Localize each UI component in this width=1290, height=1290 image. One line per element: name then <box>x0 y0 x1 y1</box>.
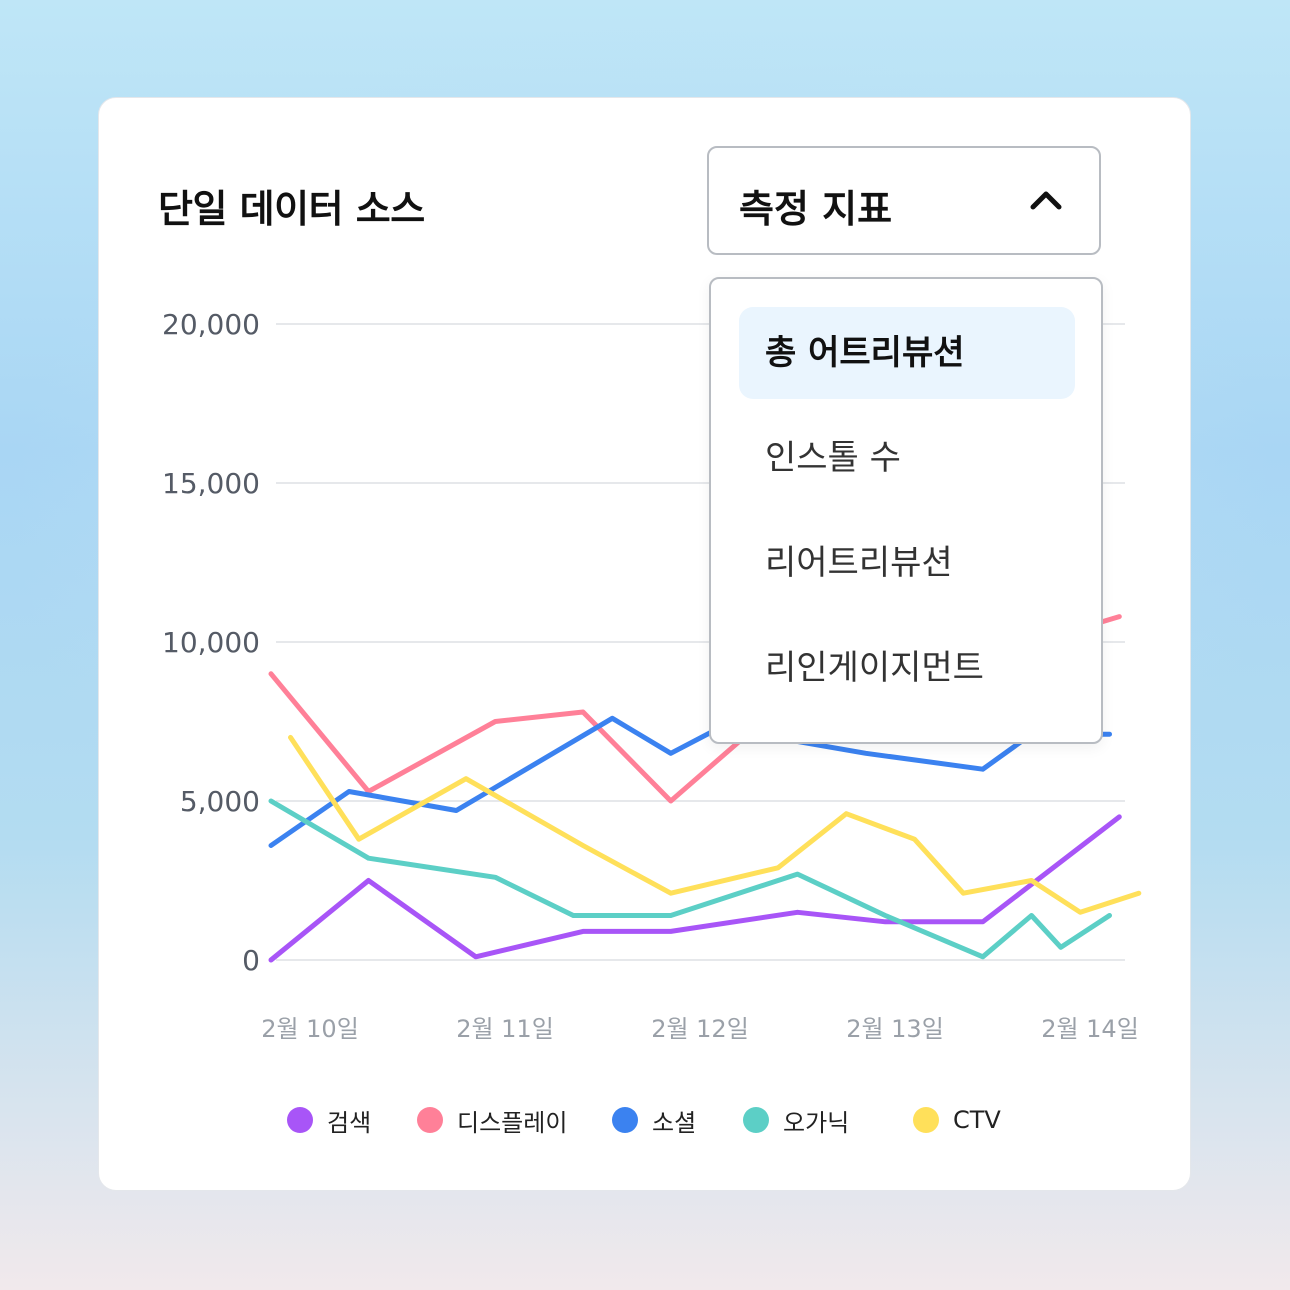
metric-select-label: 측정 지표 <box>739 187 893 231</box>
metric-select[interactable]: 측정 지표 <box>707 146 1101 255</box>
legend-dot-organic <box>743 1107 769 1133</box>
legend-label-organic: 오가닉 <box>783 1108 850 1137</box>
chart-legend: 검색 디스플레이 소셜 오가닉 CTV <box>0 1100 1290 1140</box>
legend-label-display: 디스플레이 <box>457 1108 568 1137</box>
menu-item-reengagement[interactable]: 리인게이지먼트 <box>765 648 984 688</box>
legend-item-social: 소셜 <box>612 1100 696 1140</box>
menu-item-installs[interactable]: 인스톨 수 <box>765 438 901 478</box>
legend-item-display: 디스플레이 <box>417 1100 567 1140</box>
menu-item-total-attribution[interactable]: 총 어트리뷰션 <box>739 307 1075 399</box>
chevron-up-icon <box>1030 191 1062 210</box>
legend-item-organic: 오가닉 <box>743 1100 849 1140</box>
legend-dot-search <box>287 1107 313 1133</box>
legend-item-search: 검색 <box>287 1100 371 1140</box>
metric-dropdown-menu: 총 어트리뷰션 인스톨 수 리어트리뷰션 리인게이지먼트 <box>709 277 1103 744</box>
menu-item-reattribution[interactable]: 리어트리뷰션 <box>765 543 953 583</box>
legend-dot-social <box>612 1107 638 1133</box>
legend-dot-ctv <box>913 1107 939 1133</box>
legend-item-ctv: CTV <box>913 1100 1001 1140</box>
legend-label-ctv: CTV <box>953 1106 1001 1134</box>
legend-label-search: 검색 <box>327 1108 372 1137</box>
legend-label-social: 소셜 <box>652 1108 697 1137</box>
legend-dot-display <box>417 1107 443 1133</box>
page-title: 단일 데이터 소스 <box>158 187 425 231</box>
